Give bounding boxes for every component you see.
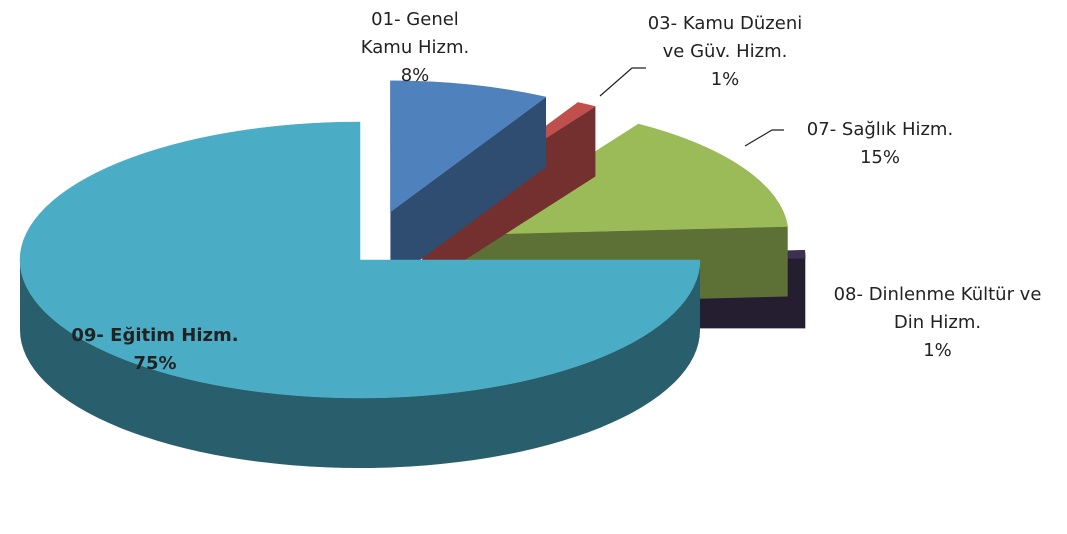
slice-label: 03- Kamu Düzeni ve Güv. Hizm. 1% <box>645 10 805 94</box>
label-value: 15% <box>859 147 900 168</box>
label-text: 03- Kamu Düzeni ve Güv. Hizm. <box>647 13 803 62</box>
label-text: 01- Genel Kamu Hizm. <box>360 9 470 58</box>
slice-side <box>390 97 546 282</box>
label-value: 8% <box>400 65 430 86</box>
label-text: 08- Dinlenme Kültür ve Din Hizm. <box>833 284 1042 333</box>
slice-label: 09- Eğitim Hizm. 75% <box>40 322 270 378</box>
slice-side <box>422 106 596 288</box>
label-value: 75% <box>133 353 177 374</box>
slice-label: 01- Genel Kamu Hizm. 8% <box>345 6 485 90</box>
slice-label: 07- Sağlık Hizm. 15% <box>780 116 980 172</box>
leader-line <box>599 67 646 97</box>
label-text: 09- Eğitim Hizm. <box>71 325 239 346</box>
label-value: 1% <box>923 340 952 361</box>
slice <box>390 80 547 213</box>
label-value: 1% <box>710 69 740 90</box>
slice <box>19 121 701 399</box>
label-text: 07- Sağlık Hizm. <box>806 119 954 140</box>
leader-line <box>744 129 784 147</box>
slice-label: 08- Dinlenme Kültür ve Din Hizm. 1% <box>825 281 1050 365</box>
slice-wall <box>20 260 700 468</box>
